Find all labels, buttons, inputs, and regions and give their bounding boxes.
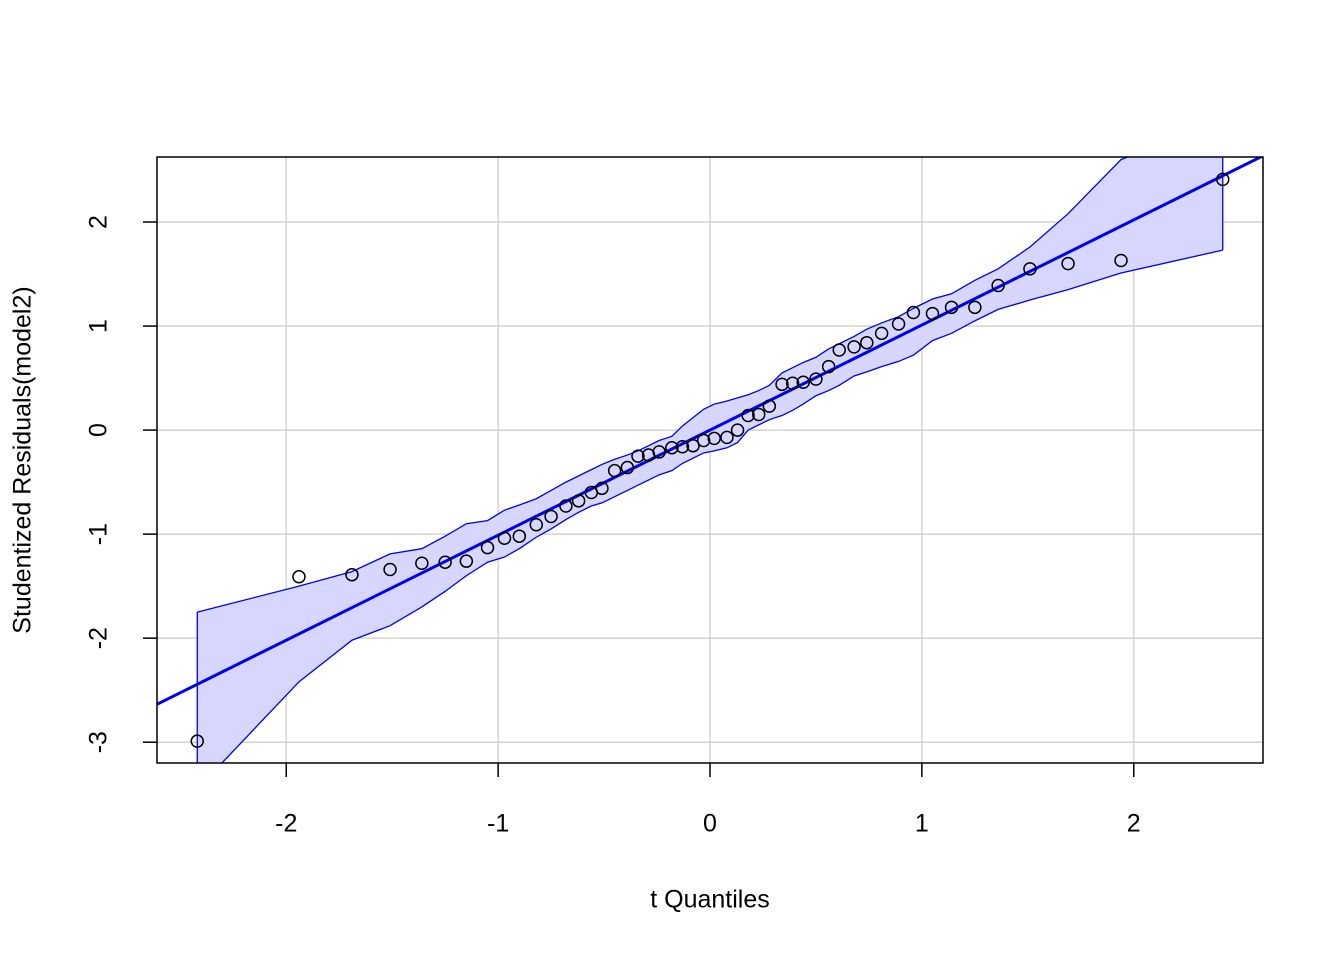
point [675,439,690,454]
point [497,531,512,546]
point [751,407,766,422]
point [383,562,397,577]
axes: -2 -1 0 1 2 -3 -2 -1 0 1 2 [85,215,1141,838]
point [631,449,645,463]
band-lower [221,249,1223,763]
confidence-band [197,157,1223,763]
point [459,554,474,568]
point [730,423,745,437]
point [571,494,586,508]
point [696,433,711,448]
point [809,372,823,386]
point [832,343,846,357]
point [1061,256,1075,271]
point [686,438,700,453]
x-tick-label: 1 [915,810,929,838]
band-upper [197,157,1130,613]
point [652,445,666,459]
point [620,460,635,475]
point [847,340,861,354]
point [595,481,609,496]
x-axis-label: t Quantiles [650,886,770,914]
point [707,431,721,446]
point [762,399,777,413]
point [1215,172,1230,187]
y-tick-label: -3 [85,731,113,753]
y-tick-label: 1 [85,319,113,333]
point [991,278,1005,293]
point [544,509,558,524]
x-tick-label: -2 [275,810,297,838]
point [785,376,800,391]
point [292,570,306,584]
point [480,540,495,555]
point [821,359,836,374]
point [796,375,810,389]
y-tick-label: 2 [85,215,113,229]
point [607,463,622,478]
point [512,529,527,543]
point [1114,253,1128,268]
y-tick-label: -2 [85,627,113,649]
y-axis-label: Studentized Residuals(model2) [9,286,37,633]
x-tick-label: 2 [1127,810,1141,838]
y-tick-label: 0 [85,423,113,437]
point [860,335,874,350]
point [345,567,359,582]
reference-line [157,157,1263,706]
point [665,441,679,455]
point [741,408,755,423]
y-tick-label: -1 [85,523,113,545]
point [944,300,959,315]
point [874,326,889,341]
point [968,300,982,315]
point [775,377,789,392]
point [559,499,573,513]
point [529,518,544,532]
point [438,555,452,569]
point [190,734,205,748]
point [906,305,921,320]
point [415,556,429,571]
x-tick-label: -1 [487,810,509,838]
point [925,306,940,321]
x-tick-label: 0 [703,810,717,838]
point [720,430,734,445]
plot-area [157,157,1263,763]
point [891,317,906,331]
point [1023,262,1037,276]
